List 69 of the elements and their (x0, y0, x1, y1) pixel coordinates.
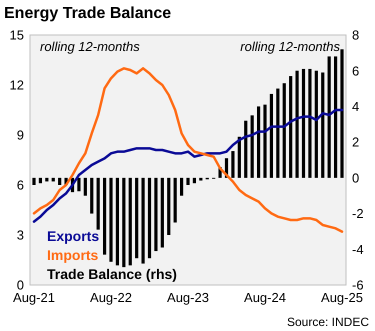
bar (186, 178, 190, 185)
x-tick-label: Aug-24 (244, 290, 286, 305)
x-tick-label: Aug-23 (167, 290, 209, 305)
bar (77, 178, 81, 192)
y2-tick-label: 2 (352, 134, 360, 150)
bar (128, 178, 132, 266)
y-tick-label: 0 (16, 278, 24, 293)
chart-title: Energy Trade Balance (4, 5, 172, 22)
bar (244, 120, 248, 178)
bar (135, 178, 138, 258)
bar (276, 88, 280, 178)
line-series (32, 108, 344, 223)
y2-tick-label: -6 (352, 278, 364, 293)
bar (334, 56, 338, 178)
y-tick-label: 6 (16, 178, 24, 193)
series-label: Trade Balance (rhs) (47, 266, 177, 282)
annotation: rolling 12-months (240, 39, 340, 54)
bar (295, 70, 299, 178)
y-tick-label: 15 (10, 28, 24, 43)
bar (45, 178, 48, 182)
bar (96, 178, 100, 230)
bar (122, 178, 126, 268)
y2-tick-label: 4 (352, 98, 360, 114)
bar (109, 178, 113, 262)
x-tick-label: Aug-22 (90, 290, 132, 305)
bar (270, 94, 274, 178)
x-tick-label: Aug-21 (13, 290, 55, 305)
bar (238, 136, 241, 178)
bar (231, 151, 235, 178)
bar (116, 178, 120, 266)
bar (250, 115, 254, 178)
bar (160, 178, 164, 248)
bar (340, 49, 344, 178)
source-note: Source: INDEC (286, 315, 370, 329)
bar (52, 178, 55, 182)
bar (282, 83, 286, 178)
y-tick-label: 3 (16, 228, 24, 243)
y2-tick-label: 8 (352, 28, 360, 43)
bar (102, 178, 106, 255)
bar (328, 56, 331, 178)
bar (148, 178, 152, 258)
bar (314, 70, 318, 178)
bar (256, 106, 260, 178)
bar (302, 68, 306, 178)
bar (32, 178, 36, 185)
bar (308, 68, 312, 178)
bar (199, 178, 202, 181)
y2-tick-label: -4 (352, 242, 364, 257)
y2-tick-label: 0 (352, 170, 360, 186)
series-label: Exports (47, 228, 100, 244)
y2-tick-label: -2 (352, 206, 364, 222)
line-series (32, 67, 344, 233)
x-tick-label: Aug-25 (321, 290, 363, 305)
bar (167, 178, 170, 235)
bar (58, 178, 62, 185)
y-tick-label: 9 (16, 128, 24, 143)
bar (90, 178, 94, 214)
bar (180, 178, 184, 196)
bar (154, 178, 158, 252)
y-tick-label: 12 (10, 78, 24, 93)
bar (263, 104, 267, 178)
bar (141, 178, 145, 264)
text: Imports (47, 247, 99, 263)
bar (84, 178, 87, 196)
bar (174, 178, 177, 222)
y2-tick-label: 6 (352, 63, 360, 78)
bar (321, 72, 324, 178)
annotation: rolling 12-months (40, 39, 140, 54)
bar (289, 76, 292, 178)
